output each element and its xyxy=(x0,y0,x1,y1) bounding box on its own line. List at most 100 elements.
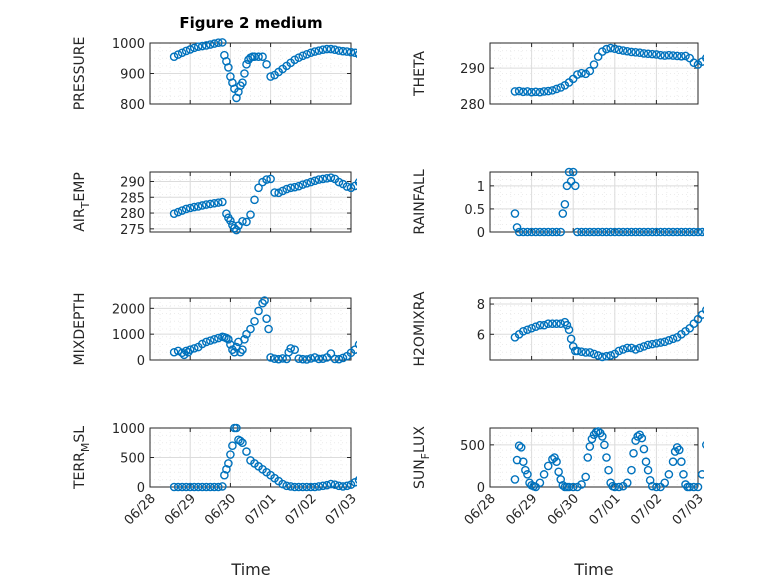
data-point xyxy=(354,178,357,186)
data-point xyxy=(697,310,704,319)
data-point xyxy=(693,482,703,492)
data-point xyxy=(643,49,653,59)
data-point xyxy=(629,448,638,458)
data-point xyxy=(228,441,237,451)
data-point xyxy=(711,228,718,235)
y-axis-label: MIXDEPTH xyxy=(72,293,88,366)
data-point xyxy=(193,42,203,51)
data-point xyxy=(189,482,199,492)
data-point xyxy=(604,465,613,475)
data-point xyxy=(282,481,291,491)
data-point xyxy=(539,320,549,330)
data-point xyxy=(627,47,636,57)
data-point xyxy=(298,354,308,364)
data-point xyxy=(660,337,670,347)
data-point xyxy=(641,457,651,467)
y-axis-label-rest: LUX xyxy=(412,426,428,453)
data-point xyxy=(652,50,661,59)
data-point xyxy=(210,482,219,492)
data-point xyxy=(302,49,312,59)
data-point xyxy=(224,63,233,72)
data-point xyxy=(543,319,553,329)
data-point xyxy=(677,51,686,61)
data-point xyxy=(639,444,649,454)
data-point xyxy=(238,345,247,354)
data-point xyxy=(564,482,574,492)
data-point xyxy=(610,482,620,492)
figure-title: Figure 2 medium xyxy=(179,14,322,32)
subplot-2: 280 290 THETA xyxy=(412,42,718,113)
data-point xyxy=(664,50,674,60)
data-point xyxy=(262,60,271,69)
data-point xyxy=(346,183,356,193)
data-point xyxy=(652,227,661,237)
data-markers xyxy=(510,297,718,362)
data-point xyxy=(664,227,674,237)
data-point xyxy=(222,209,231,218)
data-point xyxy=(185,345,195,354)
data-point xyxy=(322,480,332,490)
data-point xyxy=(523,87,532,96)
data-point xyxy=(554,467,563,477)
data-point xyxy=(552,457,561,467)
data-point xyxy=(548,319,557,329)
data-point xyxy=(677,457,686,467)
data-point xyxy=(193,202,203,211)
data-point xyxy=(238,78,247,87)
data-point xyxy=(210,39,219,48)
y-axis-label-rest: EMP xyxy=(72,172,88,201)
data-point xyxy=(306,482,316,492)
data-point xyxy=(258,298,267,308)
data-point xyxy=(181,482,191,492)
data-point xyxy=(681,227,690,237)
x-tick-label: 06/28 xyxy=(122,491,159,528)
data-point xyxy=(518,227,528,237)
data-point xyxy=(310,176,320,186)
data-point xyxy=(711,297,718,304)
data-point xyxy=(618,345,628,354)
data-point xyxy=(220,470,229,480)
data-point xyxy=(707,302,714,309)
y-tick-label: 8 xyxy=(477,298,485,313)
data-point xyxy=(585,66,595,76)
x-tick-label: 07/02 xyxy=(628,491,665,528)
y-tick-label: 1000 xyxy=(112,422,145,437)
y-tick-label: 2000 xyxy=(112,302,145,317)
data-point xyxy=(585,442,595,451)
data-point xyxy=(185,203,195,213)
data-markers xyxy=(510,427,704,492)
data-point xyxy=(697,227,704,237)
data-point xyxy=(322,174,332,183)
data-point xyxy=(262,314,271,323)
data-point xyxy=(689,482,699,492)
data-point xyxy=(350,48,357,58)
data-point xyxy=(711,42,718,49)
x-tick-label: 07/03 xyxy=(670,491,707,528)
data-point xyxy=(230,347,239,357)
y-axis-label: RAINFALL xyxy=(412,169,428,234)
data-point xyxy=(660,51,670,60)
y-axis-label-subscript: T xyxy=(79,201,92,209)
y-tick-label: 285 xyxy=(120,191,145,206)
data-point xyxy=(577,227,586,237)
data-point xyxy=(193,482,203,492)
subplot-7: 0 500 1000 TERRMSL 06/28 06/29 06/30 07/01 07/02… xyxy=(72,422,360,528)
data-point xyxy=(550,453,559,462)
data-point xyxy=(535,87,545,97)
data-point xyxy=(510,87,520,96)
data-point xyxy=(334,481,344,491)
data-point xyxy=(205,482,215,492)
data-point xyxy=(286,482,296,491)
data-point xyxy=(302,179,312,188)
data-point xyxy=(318,45,328,55)
data-point xyxy=(566,334,576,344)
data-point xyxy=(606,43,615,53)
data-point xyxy=(668,227,678,237)
data-point xyxy=(535,227,545,237)
x-axis-label-right: Time xyxy=(573,560,613,579)
data-point xyxy=(169,209,179,218)
data-point xyxy=(689,58,699,68)
data-point xyxy=(354,50,357,59)
data-point xyxy=(314,175,324,184)
data-point xyxy=(326,479,336,489)
